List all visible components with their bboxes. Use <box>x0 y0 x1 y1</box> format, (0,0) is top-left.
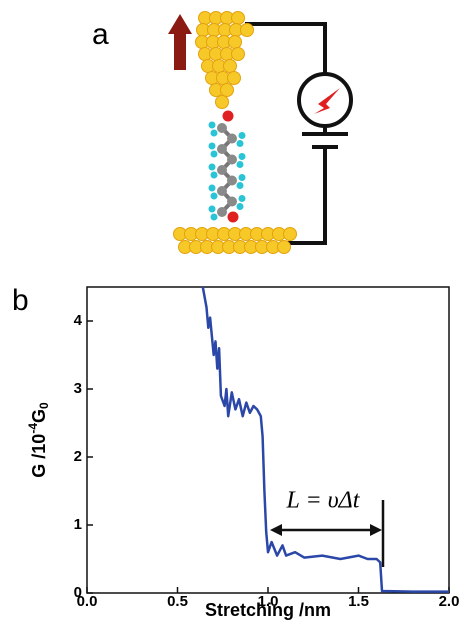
y-axis-label-part: -4 <box>26 423 40 434</box>
gold-atom <box>231 47 245 61</box>
x-tick-label: 0.5 <box>167 593 188 610</box>
plot: 0.0 0.5 1.0 1.5 2.0 0 1 2 3 4 Stretching /nm G /10-… <box>26 286 460 620</box>
y-tick-label: 3 <box>74 380 82 397</box>
arrow-head <box>270 524 282 536</box>
hydrogen-atom <box>208 205 216 213</box>
junction-diagram: a <box>92 11 353 254</box>
meter-needle <box>314 88 340 114</box>
carbon-atom <box>217 186 227 196</box>
gold-atom <box>228 35 242 49</box>
hydrogen-atom <box>210 213 218 221</box>
oxygen-atom <box>222 110 234 122</box>
carbon-atom <box>217 165 227 175</box>
hydrogen-atom <box>210 171 218 179</box>
panel-label: b <box>12 284 29 317</box>
arrow-head <box>370 524 382 536</box>
x-axis-label: Stretching /nm <box>205 600 331 620</box>
y-tick-label: 4 <box>74 312 83 329</box>
carbon-atom <box>227 196 237 207</box>
gold-atom <box>215 95 229 109</box>
carbon-atom <box>217 207 227 217</box>
hydrogen-atom <box>208 121 216 129</box>
carbon-atom <box>227 133 237 144</box>
y-tick-label: 0 <box>74 584 82 601</box>
pull-arrow <box>174 32 186 70</box>
y-axis-label-part: G <box>29 409 49 423</box>
hydrogen-atom <box>210 192 218 200</box>
hydrogen-atom <box>236 182 244 189</box>
carbon-atom <box>227 154 237 165</box>
y-tick-label: 2 <box>74 448 82 465</box>
oxygen-atom <box>227 211 239 223</box>
x-tick-label: 0.0 <box>77 593 98 610</box>
hydrogen-atom <box>238 174 246 181</box>
gold-atom <box>240 23 254 37</box>
gold-atom <box>231 11 245 25</box>
pull-arrow-head <box>168 14 192 34</box>
hydrogen-atom <box>210 150 218 158</box>
y-axis-label-part: 0 <box>37 402 51 409</box>
gold-atom <box>277 240 291 254</box>
gold-atom <box>220 83 234 97</box>
y-axis-label: G /10-4G0 <box>26 402 51 478</box>
carbon-atom <box>227 175 237 186</box>
gold-atom <box>283 227 297 241</box>
carbon-atom <box>217 144 227 154</box>
gold-atom <box>227 71 241 85</box>
y-axis-label-part: G /10 <box>29 434 49 478</box>
hydrogen-atom <box>208 142 216 150</box>
hydrogen-atom <box>208 163 216 171</box>
hydrogen-atom <box>236 140 244 147</box>
hydrogen-atom <box>236 203 244 210</box>
y-tick-label: 1 <box>74 516 82 533</box>
conductance-trace <box>201 286 449 593</box>
hydrogen-atom <box>210 129 218 137</box>
hydrogen-atom <box>238 195 246 202</box>
gold-atom <box>223 59 237 73</box>
panel-label: a <box>92 18 109 51</box>
x-tick-label: 1.5 <box>348 593 369 610</box>
x-tick-label: 2.0 <box>439 593 460 610</box>
annotation: L = υΔt <box>286 488 361 514</box>
x-tick-label: 1.0 <box>258 593 279 610</box>
hydrogen-atom <box>238 153 246 160</box>
carbon-atom <box>217 123 227 133</box>
hydrogen-atom <box>238 132 246 139</box>
hydrogen-atom <box>208 184 216 192</box>
hydrogen-atom <box>236 161 244 168</box>
